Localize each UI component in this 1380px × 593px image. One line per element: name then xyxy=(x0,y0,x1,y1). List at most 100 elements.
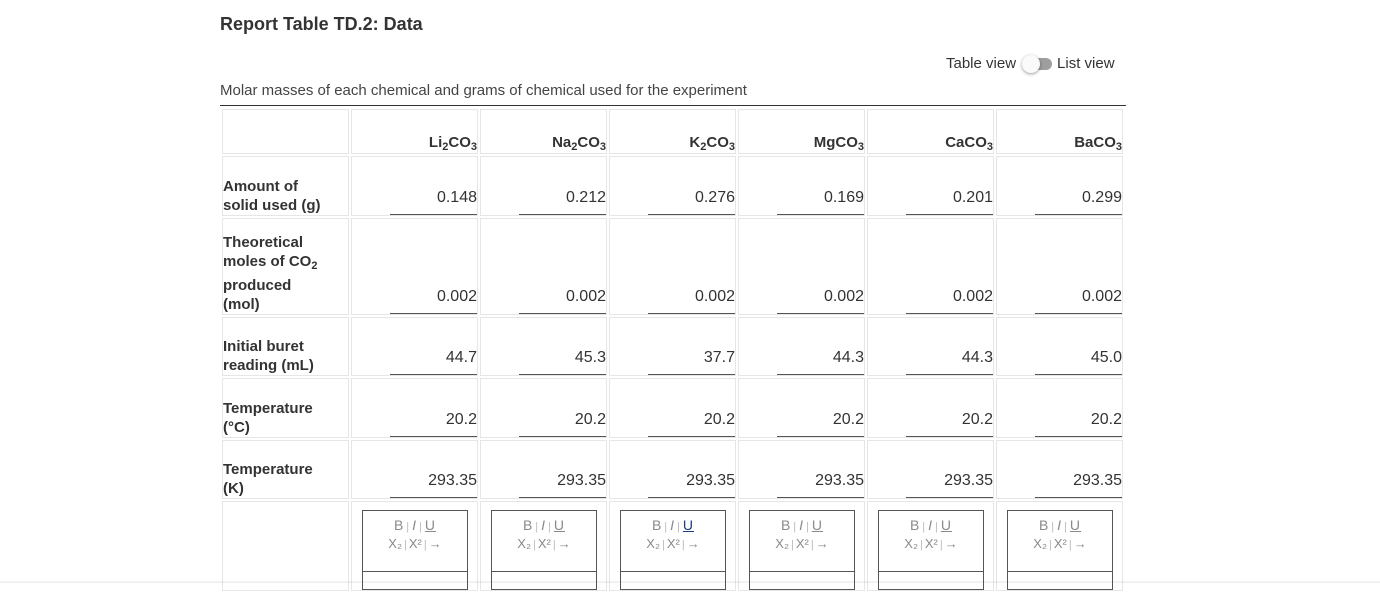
cell: 44.3 xyxy=(867,317,994,376)
value-input[interactable]: 0.299 xyxy=(1035,189,1122,215)
subscript-button[interactable]: X₂ xyxy=(1033,536,1047,551)
toolbar-separator: | xyxy=(419,521,423,533)
arrow-button[interactable]: → xyxy=(428,536,442,551)
value-input[interactable]: 37.7 xyxy=(648,349,735,375)
cell: B | I | U X₂ | X² | → xyxy=(867,501,994,591)
value-input[interactable]: 293.35 xyxy=(777,472,864,498)
italic-button[interactable]: I xyxy=(412,517,418,533)
underline-button[interactable]: U xyxy=(811,517,824,533)
value-input[interactable]: 0.201 xyxy=(906,189,993,215)
value-input[interactable]: 0.002 xyxy=(1035,288,1122,314)
value-input[interactable]: 0.148 xyxy=(390,189,477,215)
rich-text-editor[interactable]: B | I | U X₂ | X² | → xyxy=(749,510,855,590)
value-input[interactable]: 0.002 xyxy=(906,288,993,314)
value-input[interactable]: 293.35 xyxy=(519,472,606,498)
list-view-label[interactable]: List view xyxy=(1057,55,1115,72)
value-input[interactable]: 0.002 xyxy=(777,288,864,314)
row-label-empty xyxy=(222,501,349,591)
cell: 0.276 xyxy=(609,156,736,216)
cell: B | I | U X₂ | X² | → xyxy=(996,501,1123,591)
value-input[interactable]: 293.35 xyxy=(1035,472,1122,498)
value-input[interactable]: 45.3 xyxy=(519,349,606,375)
value-input[interactable]: 20.2 xyxy=(519,411,606,437)
rich-text-editor[interactable]: B | I | U X₂ | X² | → xyxy=(878,510,984,590)
bold-button[interactable]: B xyxy=(393,517,405,533)
rich-text-editor[interactable]: B | I | U X₂ | X² | → xyxy=(491,510,597,590)
value-input[interactable]: 293.35 xyxy=(906,472,993,498)
rich-text-editor[interactable]: B | I | U X₂ | X² | → xyxy=(1007,510,1113,590)
bold-button[interactable]: B xyxy=(909,517,921,533)
underline-button[interactable]: U xyxy=(682,517,695,533)
value-input[interactable]: 20.2 xyxy=(906,411,993,437)
editor-text-area[interactable] xyxy=(363,571,467,572)
underline-button[interactable]: U xyxy=(940,517,953,533)
value-input[interactable]: 20.2 xyxy=(777,411,864,437)
rich-text-editor[interactable]: B | I | U X₂ | X² | → xyxy=(620,510,726,590)
cell: 20.2 xyxy=(351,378,478,438)
italic-button[interactable]: I xyxy=(928,517,934,533)
value-input[interactable]: 20.2 xyxy=(648,411,735,437)
arrow-button[interactable]: → xyxy=(1073,536,1087,551)
value-input[interactable]: 20.2 xyxy=(390,411,477,437)
value-input[interactable]: 293.35 xyxy=(390,472,477,498)
arrow-button[interactable]: → xyxy=(686,536,700,551)
value-input[interactable]: 293.35 xyxy=(648,472,735,498)
superscript-button[interactable]: X² xyxy=(408,536,422,551)
value-input[interactable]: 0.002 xyxy=(648,288,735,314)
italic-button[interactable]: I xyxy=(1057,517,1063,533)
row-label-theoretical-moles: Theoretical moles of CO2 produced (mol) xyxy=(222,218,349,315)
superscript-button[interactable]: X² xyxy=(795,536,809,551)
view-toggle: Table view List view xyxy=(946,54,1115,73)
subscript-button[interactable]: X₂ xyxy=(775,536,789,551)
table-row: Theoretical moles of CO2 produced (mol) 0.0… xyxy=(222,218,1123,315)
toolbar-separator: | xyxy=(791,539,794,551)
editor-text-area[interactable] xyxy=(879,571,983,572)
value-input[interactable]: 0.002 xyxy=(519,288,606,314)
value-input[interactable]: 44.3 xyxy=(777,349,864,375)
editor-text-area[interactable] xyxy=(750,571,854,572)
bold-button[interactable]: B xyxy=(651,517,663,533)
cell: B | I | U X₂ | X² | → xyxy=(609,501,736,591)
cell: 0.002 xyxy=(351,218,478,315)
underline-button[interactable]: U xyxy=(1069,517,1082,533)
value-input[interactable]: 0.002 xyxy=(390,288,477,314)
value-input[interactable]: 44.3 xyxy=(906,349,993,375)
rich-text-editor[interactable]: B | I | U X₂ | X² | → xyxy=(362,510,468,590)
toolbar-separator: | xyxy=(935,521,939,533)
value-input[interactable]: 0.169 xyxy=(777,189,864,215)
value-input[interactable]: 0.276 xyxy=(648,189,735,215)
italic-button[interactable]: I xyxy=(670,517,676,533)
italic-button[interactable]: I xyxy=(799,517,805,533)
superscript-button[interactable]: X² xyxy=(1053,536,1067,551)
editor-text-area[interactable] xyxy=(492,571,596,572)
value-input[interactable]: 45.0 xyxy=(1035,349,1122,375)
arrow-button[interactable]: → xyxy=(815,536,829,551)
cell: 293.35 xyxy=(609,440,736,499)
table-view-label[interactable]: Table view xyxy=(946,55,1017,72)
cell: 293.35 xyxy=(480,440,607,499)
bold-button[interactable]: B xyxy=(522,517,534,533)
col-header-li2co3: Li2CO3 xyxy=(351,109,478,154)
value-input[interactable]: 44.7 xyxy=(390,349,477,375)
subscript-button[interactable]: X₂ xyxy=(388,536,402,551)
view-switch[interactable] xyxy=(1022,54,1053,73)
bold-button[interactable]: B xyxy=(780,517,792,533)
editor-text-area[interactable] xyxy=(621,571,725,572)
value-input[interactable]: 20.2 xyxy=(1035,411,1122,437)
arrow-button[interactable]: → xyxy=(557,536,571,551)
value-input[interactable]: 0.212 xyxy=(519,189,606,215)
underline-button[interactable]: U xyxy=(553,517,566,533)
subscript-button[interactable]: X₂ xyxy=(646,536,660,551)
italic-button[interactable]: I xyxy=(541,517,547,533)
subscript-button[interactable]: X₂ xyxy=(517,536,531,551)
arrow-button[interactable]: → xyxy=(944,536,958,551)
cell: B | I | U X₂ | X² | → xyxy=(480,501,607,591)
superscript-button[interactable]: X² xyxy=(537,536,551,551)
row-label-initial-buret: Initial buret reading (mL) xyxy=(222,317,349,376)
superscript-button[interactable]: X² xyxy=(666,536,680,551)
underline-button[interactable]: U xyxy=(424,517,437,533)
subscript-button[interactable]: X₂ xyxy=(904,536,918,551)
editor-text-area[interactable] xyxy=(1008,571,1112,572)
bold-button[interactable]: B xyxy=(1038,517,1050,533)
superscript-button[interactable]: X² xyxy=(924,536,938,551)
